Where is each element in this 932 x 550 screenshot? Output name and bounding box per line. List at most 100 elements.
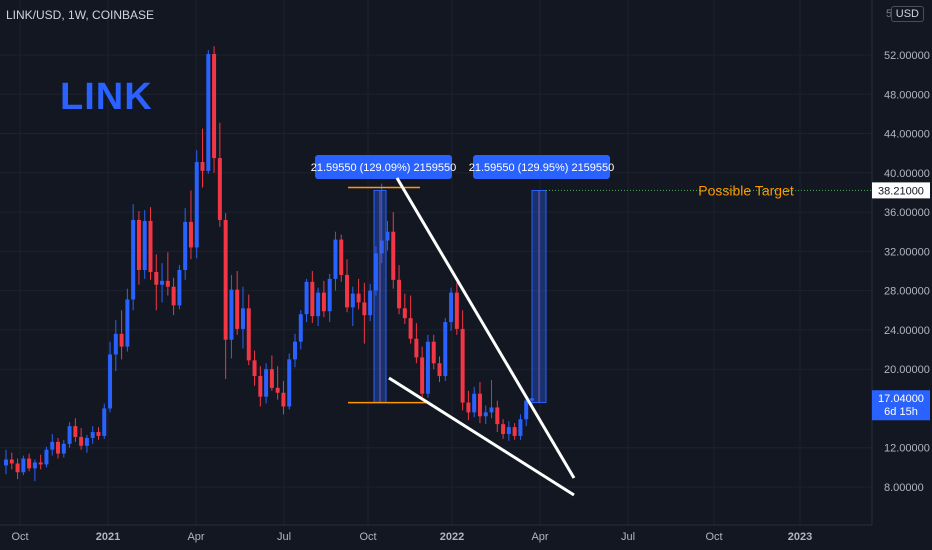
candle-body (385, 231, 390, 241)
candle-body (223, 219, 228, 340)
wedge-upper-line (395, 177, 576, 479)
candle-body (154, 271, 159, 285)
measure-label-bg (473, 155, 610, 179)
candle-body (188, 221, 193, 248)
candle-body (397, 279, 402, 309)
candle-body (333, 239, 338, 279)
candle-body (160, 280, 165, 285)
time-tick-label: Oct (359, 531, 376, 543)
candle-body (246, 308, 251, 361)
time-tick-label: Jul (277, 531, 291, 543)
candle-body (200, 162, 205, 171)
candle-body (264, 369, 269, 397)
candle-body (408, 318, 413, 339)
ticker-text-annotation: LINK (60, 76, 153, 118)
candle-body (373, 253, 378, 291)
candles (4, 46, 534, 482)
candle-body (9, 459, 14, 464)
candle-body (460, 328, 465, 403)
candle-body (321, 292, 326, 312)
price-tick-label: 28.00000 (884, 286, 930, 298)
candle-body (235, 289, 240, 329)
candle-body (113, 333, 118, 355)
candle-body (50, 441, 55, 450)
candle-body (108, 354, 113, 409)
candle-body (56, 441, 61, 454)
time-axis[interactable]: Oct 2021 Apr Jul Oct 2022 Apr Jul Oct 2023 (0, 524, 872, 543)
time-tick-label: Apr (187, 531, 204, 543)
candle-body (287, 359, 292, 407)
candle-body (443, 322, 448, 377)
candle-body (293, 341, 297, 360)
drawing-overlays: 21.59550 (129.09%) 2159550 21.59550 (129.… (311, 155, 872, 497)
target-price-tag-bg (872, 182, 930, 199)
candle-body (437, 363, 442, 377)
candle-body (345, 274, 350, 308)
candle-body (339, 239, 344, 275)
candle-body (32, 462, 37, 469)
candle-body (73, 426, 78, 437)
candle-body (316, 292, 321, 317)
candle-body (142, 220, 147, 271)
candle-body (420, 357, 425, 394)
symbol-header[interactable]: LINK/USD, 1W, COINBASE (6, 8, 155, 22)
measure-label-text: 21.59550 (129.95%) 2159550 (469, 162, 615, 174)
candle-body (84, 437, 89, 446)
candle-body (119, 333, 124, 347)
candle-body (125, 299, 130, 347)
candle-body (281, 392, 286, 407)
currency-button[interactable]: USD (890, 6, 924, 22)
price-tick-label: 36.00000 (884, 207, 930, 219)
candle-body (489, 407, 494, 413)
candle-body (4, 459, 8, 466)
price-tick-label: 44.00000 (884, 129, 930, 141)
candle-body (414, 338, 419, 358)
candle-body (61, 443, 66, 454)
price-axis[interactable]: 52.00000 48.00000 44.00000 40.00000 36.00000… (871, 0, 932, 550)
time-tick-label: Jul (621, 531, 635, 543)
candle-body (27, 458, 32, 469)
candle-body (136, 219, 141, 271)
candle-body (252, 360, 257, 377)
candle-body (21, 458, 26, 473)
candle-body (229, 289, 234, 340)
price-tick-label: 40.00000 (884, 168, 930, 180)
candle-body (148, 220, 153, 272)
candle-body (240, 308, 245, 329)
candle-body (506, 427, 511, 434)
candle-body (501, 424, 506, 434)
current-price-tag-bg (872, 390, 930, 421)
candle-body (431, 341, 436, 364)
candle-body (483, 412, 488, 417)
candle-body (275, 387, 280, 393)
time-tick-label: 2023 (788, 531, 812, 543)
price-tick-label: 52.00000 (884, 50, 930, 62)
price-tick-label: 20.00000 (884, 364, 930, 376)
candle-body (258, 376, 263, 397)
current-price-tag: 17.04000 (878, 393, 924, 405)
candle-body (356, 293, 361, 303)
candle-body (44, 449, 49, 465)
price-tick-label: 24.00000 (884, 325, 930, 337)
candle-body (298, 314, 303, 342)
measure-label-bg (315, 155, 452, 179)
candle-body (425, 341, 430, 394)
candle-body (38, 462, 43, 465)
candle-body (477, 393, 482, 417)
candle-body (391, 231, 396, 280)
candle-body (15, 463, 20, 473)
possible-target-label: Possible Target (698, 182, 794, 198)
time-tick-label: 2022 (440, 531, 464, 543)
candle-body (466, 402, 471, 413)
candle-body (206, 54, 211, 171)
countdown-label: 6d 15h (884, 406, 918, 418)
candle-body (524, 400, 529, 420)
price-axis-bg (872, 0, 932, 550)
time-tick-label: Oct (11, 531, 28, 543)
candle-body (310, 281, 315, 317)
candle-body (402, 308, 407, 319)
candle-body (67, 426, 72, 444)
candle-body (362, 302, 367, 316)
candle-body (217, 158, 222, 220)
